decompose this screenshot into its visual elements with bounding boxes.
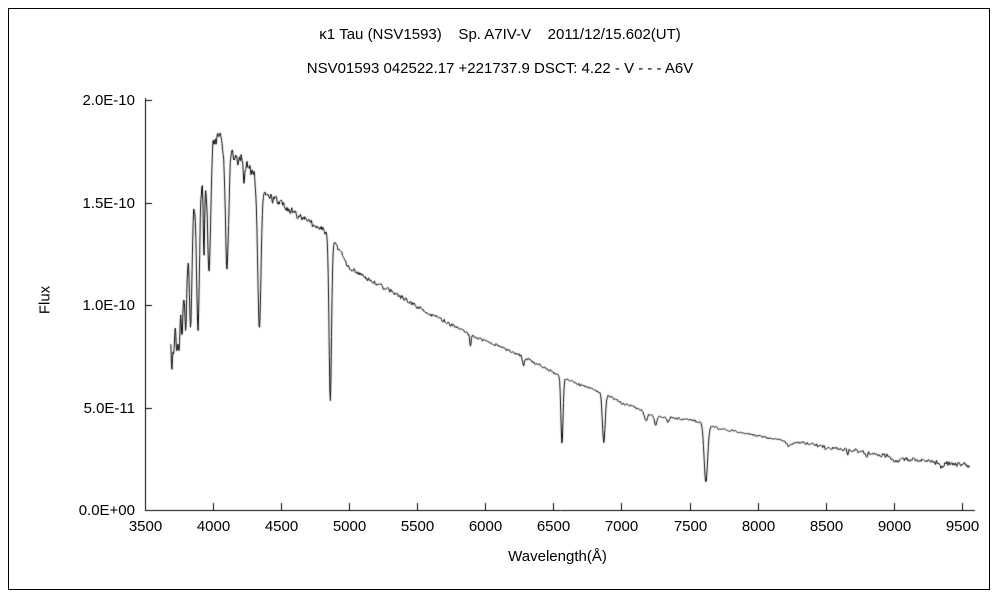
- x-tick-label: 6000: [468, 518, 503, 535]
- x-tick-label: 5500: [400, 518, 435, 535]
- y-tick-label: 5.0E-11: [83, 399, 135, 417]
- y-axis-title: Flux: [36, 285, 54, 315]
- y-tick-label: 0.0E+00: [78, 501, 135, 519]
- x-tick-label: 7000: [604, 518, 639, 535]
- x-axis-title: Wavelength(Å): [508, 548, 607, 565]
- y-tick-label: 1.0E-10: [82, 296, 135, 314]
- x-tick-label: 4500: [264, 518, 299, 535]
- x-tick-label: 9500: [945, 518, 980, 535]
- x-tick-label: 8000: [741, 518, 776, 535]
- x-tick-label: 6500: [536, 518, 571, 535]
- y-tick-label: 1.5E-10: [82, 194, 135, 212]
- x-tick-label: 3500: [128, 518, 163, 535]
- x-tick-label: 9000: [877, 518, 912, 535]
- y-tick-label: 2.0E-10: [82, 91, 135, 109]
- x-tick-label: 5000: [332, 518, 367, 535]
- x-tick-label: 7500: [673, 518, 708, 535]
- x-tick-label: 8500: [809, 518, 844, 535]
- x-tick-label: 4000: [196, 518, 231, 535]
